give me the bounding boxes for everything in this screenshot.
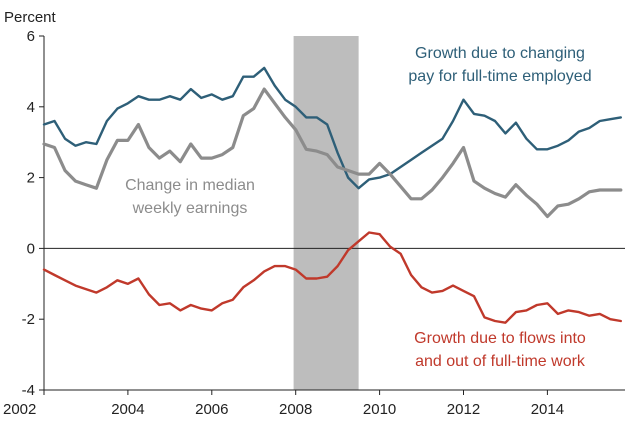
x-tick-label: 2004 bbox=[111, 401, 144, 418]
x-tick-label: 2014 bbox=[531, 401, 564, 418]
y-tick-label: 4 bbox=[27, 99, 35, 116]
series-label-flows: and out of full-time work bbox=[415, 353, 586, 370]
y-axis-title: Percent bbox=[4, 9, 57, 26]
series-label-full-time-pay: Growth due to changing bbox=[415, 45, 585, 62]
series-label-flows: Growth due to flows into bbox=[414, 330, 586, 347]
recession-band bbox=[293, 36, 359, 390]
y-tick-label: 0 bbox=[27, 240, 35, 257]
y-tick-label: 6 bbox=[27, 28, 35, 45]
x-tick-label: 2006 bbox=[195, 401, 228, 418]
series-label-median-weekly: weekly earnings bbox=[132, 200, 248, 217]
series-label-median-weekly: Change in median bbox=[125, 177, 255, 194]
y-tick-label: 2 bbox=[27, 170, 35, 187]
y-tick-label: -2 bbox=[22, 311, 35, 328]
series-line-flows bbox=[42, 231, 622, 324]
y-tick-label: -4 bbox=[22, 382, 35, 399]
series-line-median-weekly bbox=[42, 87, 623, 219]
x-tick-label: 2012 bbox=[447, 401, 480, 418]
series-label-full-time-pay: pay for full-time employed bbox=[408, 68, 591, 85]
x-tick-label: 2008 bbox=[279, 401, 312, 418]
x-tick-label: 2010 bbox=[363, 401, 396, 418]
x-tick-label: 2002 bbox=[3, 401, 36, 418]
series-line-full-time-pay bbox=[42, 66, 622, 190]
